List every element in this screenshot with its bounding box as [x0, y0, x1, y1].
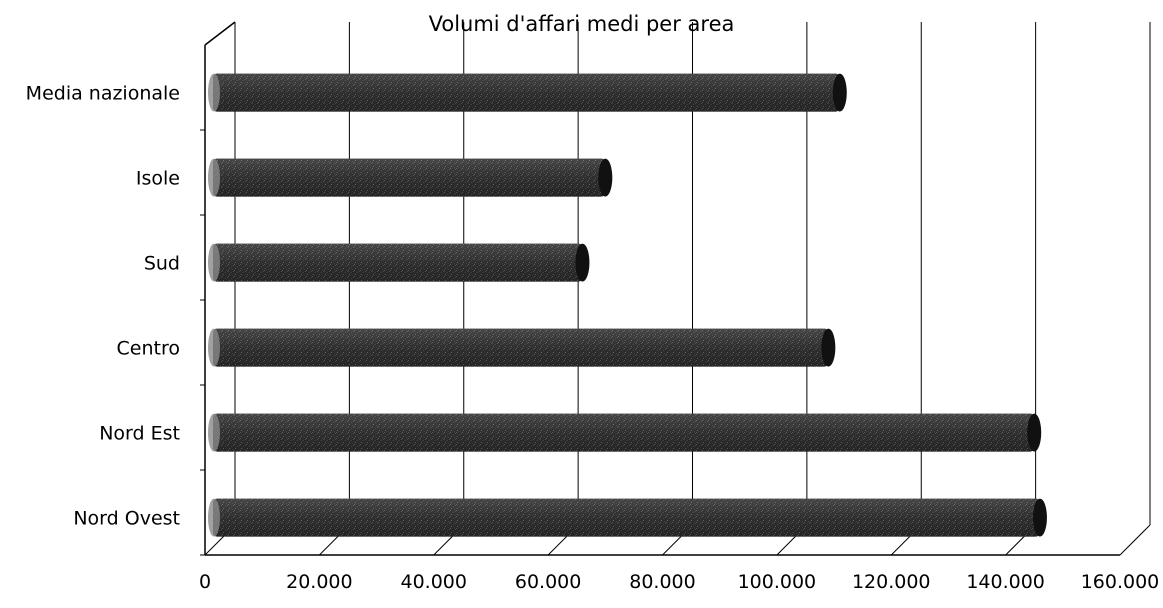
x-tick-label: 160.000 [1081, 571, 1160, 593]
floor-line [1119, 524, 1151, 556]
x-tick-label: 140.000 [966, 571, 1045, 593]
x-tick-label: 60.000 [515, 571, 581, 593]
bar [208, 243, 590, 282]
y-category-label: Sud [144, 253, 180, 275]
bar [208, 413, 1042, 452]
y-category-label: Nord Est [99, 423, 180, 445]
labels: 0 20.000 40.000 60.000 80.000 100.000 120.000 1… [26, 83, 1160, 593]
x-tick-label: 20.000 [286, 571, 352, 593]
y-category-label: Media nazionale [26, 83, 180, 105]
x-tick-label: 100.000 [738, 571, 817, 593]
bars [208, 73, 1047, 537]
x-tick-label: 0 [199, 571, 211, 593]
x-tick-label: 80.000 [629, 571, 695, 593]
x-tick-label: 120.000 [852, 571, 931, 593]
bar [208, 158, 613, 197]
y-category-label: Centro [117, 338, 180, 360]
chart-title: Volumi d'affari medi per area [428, 12, 735, 36]
bar [208, 498, 1047, 537]
x-tick-label: 40.000 [401, 571, 467, 593]
side-wall-edge [204, 21, 236, 46]
bar [208, 328, 836, 367]
y-category-label: Nord Ovest [73, 508, 180, 530]
y-category-label: Isole [136, 168, 180, 190]
bar [208, 73, 847, 112]
